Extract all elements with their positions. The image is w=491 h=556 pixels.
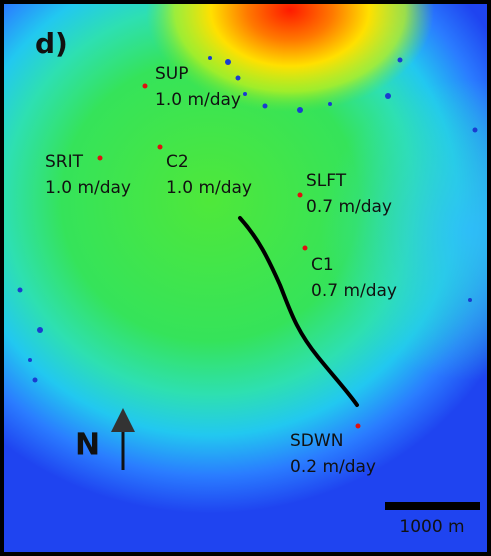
panel-label: d)	[35, 27, 68, 60]
station-rate: 1.0 m/day	[155, 90, 241, 110]
north-label: N	[75, 428, 100, 463]
station-marker	[143, 84, 148, 89]
station-rate: 1.0 m/day	[45, 178, 131, 198]
station-name: SDWN	[290, 431, 343, 451]
station-marker	[98, 156, 103, 161]
station-marker	[158, 145, 163, 150]
station-marker	[298, 193, 303, 198]
station-rate: 1.0 m/day	[166, 178, 252, 198]
station-name: C1	[311, 255, 334, 275]
scale-bar	[385, 502, 480, 510]
elevation-peak	[0, 0, 491, 556]
station-name: SUP	[155, 64, 189, 84]
scale-bar-label: 1000 m	[399, 517, 464, 537]
station-marker	[303, 246, 308, 251]
station-rate: 0.7 m/day	[306, 197, 392, 217]
station-name: C2	[166, 152, 189, 172]
station-rate: 0.7 m/day	[311, 281, 397, 301]
station-name: SRIT	[45, 152, 84, 172]
station-name: SLFT	[306, 171, 347, 191]
station-marker	[356, 424, 361, 429]
station-rate: 0.2 m/day	[290, 457, 376, 477]
map: d) SUP 1.0 m/day SRIT 1.0 m/day C2 1.0 m/day S…	[0, 0, 491, 556]
